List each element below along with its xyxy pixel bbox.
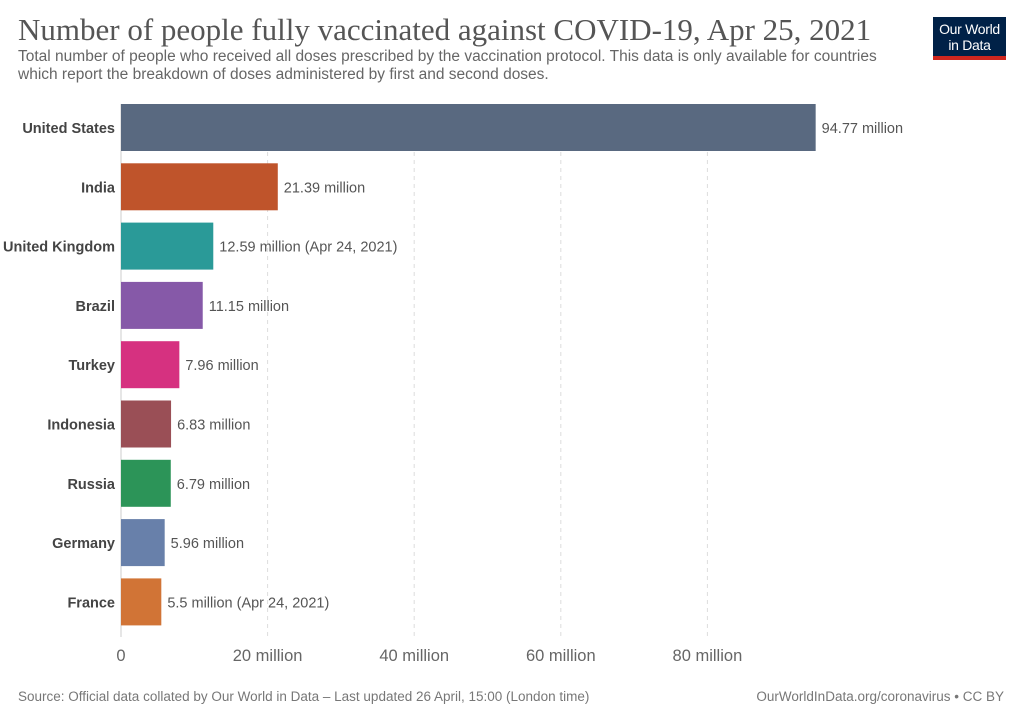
- category-label: United Kingdom: [3, 240, 115, 256]
- value-label: 7.96 million: [185, 358, 258, 374]
- value-label: 6.83 million: [177, 418, 250, 434]
- bar-india[interactable]: [121, 163, 278, 211]
- value-label: 5.5 million (Apr 24, 2021): [167, 595, 329, 611]
- x-tick-label: 20 million: [233, 647, 303, 665]
- logo-line-1: Our World: [939, 21, 1000, 37]
- bar-brazil[interactable]: [121, 281, 203, 329]
- value-label: 21.39 million: [284, 180, 365, 196]
- x-tick-label: 0: [116, 647, 125, 665]
- bar-united-kingdom[interactable]: [121, 222, 214, 270]
- x-tick-label: 60 million: [526, 647, 596, 665]
- category-label: Brazil: [76, 299, 116, 315]
- chart-title: Number of people fully vaccinated agains…: [18, 12, 872, 47]
- site-credit-link[interactable]: OurWorldInData.org/coronavirus • CC BY: [756, 689, 1004, 704]
- bars: [121, 104, 816, 626]
- category-label: Russia: [67, 477, 115, 493]
- category-label: United States: [22, 121, 115, 137]
- value-label: 11.15 million: [209, 299, 289, 315]
- value-label: 12.59 million (Apr 24, 2021): [219, 240, 397, 256]
- bar-united-states[interactable]: [121, 104, 816, 151]
- labels: United States 94.77 million India 21.39 mil…: [3, 121, 903, 611]
- x-tick-label: 40 million: [379, 647, 449, 665]
- category-label: France: [67, 595, 115, 611]
- category-label: Indonesia: [47, 418, 116, 434]
- value-label: 94.77 million: [822, 121, 903, 137]
- bar-indonesia[interactable]: [121, 400, 172, 448]
- value-label: 6.79 million: [177, 477, 250, 493]
- bar-france[interactable]: [121, 578, 162, 626]
- category-label: Turkey: [69, 358, 115, 374]
- bar-germany[interactable]: [121, 519, 165, 567]
- x-tick-label: 80 million: [673, 647, 743, 665]
- source-note[interactable]: Source: Official data collated by Our Wo…: [18, 689, 590, 704]
- category-label: Germany: [52, 536, 115, 552]
- logo-line-2: in Data: [948, 37, 991, 53]
- category-label: India: [81, 180, 116, 196]
- bar-russia[interactable]: [121, 459, 171, 507]
- bar-turkey[interactable]: [121, 341, 180, 389]
- chart-subtitle: Total number of people who received all …: [18, 48, 877, 83]
- owid-logo[interactable]: Our World in Data: [933, 17, 1006, 60]
- x-axis-ticks: 0 20 million 40 million 60 million 80 millio…: [116, 647, 742, 665]
- value-label: 5.96 million: [171, 536, 244, 552]
